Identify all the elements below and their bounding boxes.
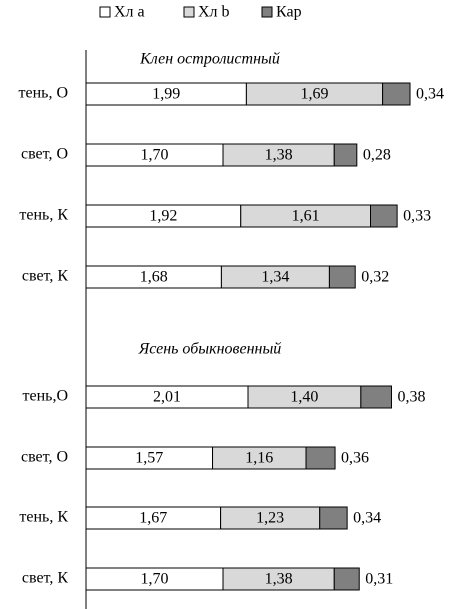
value-label: 1,67 bbox=[139, 510, 167, 527]
value-label: 0,31 bbox=[365, 571, 393, 588]
bar-segment bbox=[333, 567, 360, 591]
bar-segment bbox=[360, 385, 392, 409]
value-label: 0,34 bbox=[416, 86, 444, 103]
value-label: 0,32 bbox=[361, 269, 389, 286]
legend-label: Хл a bbox=[114, 4, 145, 21]
value-label: 1,40 bbox=[290, 389, 318, 406]
category-label: свет, О bbox=[21, 146, 68, 163]
category-label: тень, К bbox=[19, 509, 68, 526]
legend-label: Кар bbox=[276, 4, 302, 21]
legend-swatch bbox=[99, 6, 111, 18]
bar-segment bbox=[382, 82, 411, 106]
legend-swatch bbox=[183, 6, 195, 18]
value-label: 0,36 bbox=[341, 450, 369, 467]
legend-swatch bbox=[261, 6, 273, 18]
group-title: Ясень обыкновенный bbox=[138, 341, 282, 358]
value-label: 1,61 bbox=[292, 208, 320, 225]
category-label: свет, К bbox=[22, 268, 68, 285]
bar-segment bbox=[370, 204, 398, 228]
value-label: 1,70 bbox=[141, 571, 169, 588]
value-label: 1,23 bbox=[256, 510, 284, 527]
value-label: 1,68 bbox=[140, 269, 168, 286]
value-label: 1,99 bbox=[152, 86, 180, 103]
value-label: 1,34 bbox=[261, 269, 289, 286]
value-label: 1,70 bbox=[141, 147, 169, 164]
group-title: Клен остролистный bbox=[139, 51, 280, 68]
legend-label: Хл b bbox=[198, 4, 230, 21]
value-label: 1,57 bbox=[135, 450, 163, 467]
category-label: свет, К bbox=[22, 570, 68, 587]
category-label: тень,О bbox=[22, 388, 68, 405]
value-label: 0,28 bbox=[363, 147, 391, 164]
value-label: 1,16 bbox=[245, 450, 273, 467]
value-label: 0,38 bbox=[397, 389, 425, 406]
category-label: тень, О bbox=[18, 85, 68, 102]
value-label: 0,33 bbox=[403, 208, 431, 225]
value-label: 0,34 bbox=[353, 510, 381, 527]
value-label: 1,38 bbox=[265, 147, 293, 164]
category-label: тень, К bbox=[19, 207, 68, 224]
value-label: 1,69 bbox=[301, 86, 329, 103]
category-label: свет, О bbox=[21, 449, 68, 466]
value-label: 2,01 bbox=[153, 389, 181, 406]
bar-segment bbox=[319, 506, 348, 530]
bar-segment bbox=[305, 446, 336, 470]
value-label: 1,92 bbox=[149, 208, 177, 225]
bar-segment bbox=[333, 143, 358, 167]
bar-segment bbox=[328, 265, 356, 289]
value-label: 1,38 bbox=[265, 571, 293, 588]
